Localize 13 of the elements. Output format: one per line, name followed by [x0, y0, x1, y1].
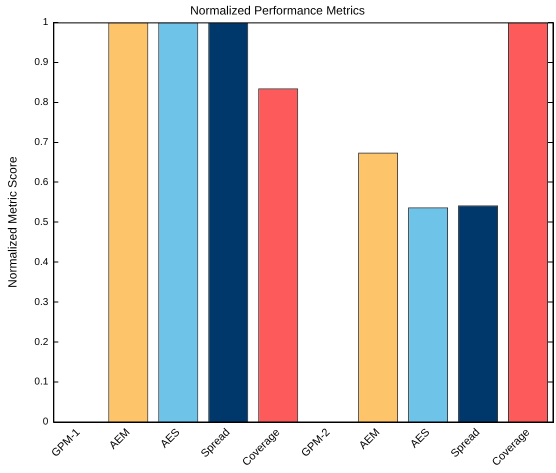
y-tick-label: 0.6	[34, 176, 49, 188]
y-tick-label: 0.9	[34, 57, 49, 68]
chart-title: Normalized Performance Metrics	[190, 4, 365, 18]
y-tick-label: 0.2	[34, 336, 49, 348]
y-tick-label: 0	[42, 416, 49, 428]
y-tick-label: 0.3	[34, 296, 49, 308]
y-tick-label: 1	[42, 17, 49, 28]
y-tick-label: 0.5	[34, 216, 49, 228]
y-tick-label: 0.7	[34, 137, 49, 148]
y-axis-title: Normalized Metric Score	[6, 156, 20, 288]
y-tick-label: 0.1	[34, 376, 49, 388]
y-tick-label: 0.8	[34, 97, 49, 108]
y-tick-label: 0.4	[34, 256, 49, 268]
